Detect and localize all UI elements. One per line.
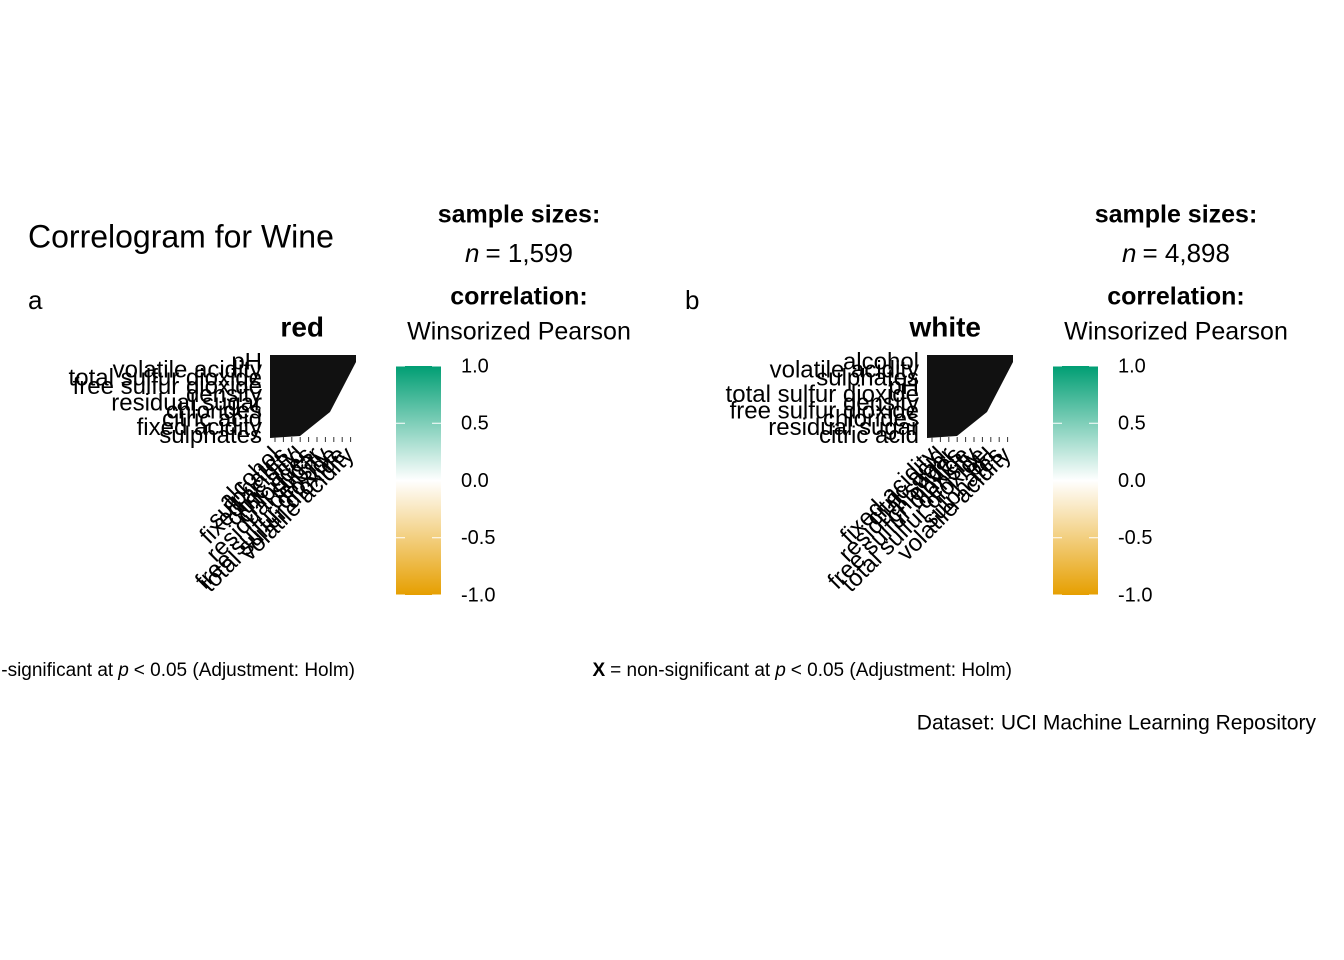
caption: Dataset: UCI Machine Learning Repository (917, 712, 1317, 735)
colorbar-tick-label: 0.5 (461, 413, 489, 435)
panel-tag: a (28, 285, 43, 315)
colorbar-tick-label: -0.5 (461, 527, 495, 549)
n-symbol: n (1122, 238, 1136, 268)
legend-title: correlation: (450, 283, 588, 311)
colorbar-tick-label: -1.0 (461, 584, 495, 606)
note-text: = non-significant at (0, 660, 114, 681)
y-axis-label: residual sugar (111, 389, 262, 416)
y-axis-label: free sulfur dioxide (730, 398, 919, 425)
n-value: = 4,898 (1142, 238, 1229, 268)
note-text: < 0.05 (Adjustment: Holm) (134, 660, 355, 681)
note-text: < 0.05 (Adjustment: Holm) (791, 660, 1012, 681)
y-axis-label: chlorides (166, 398, 262, 425)
y-axis-label: free sulfur dioxide (73, 373, 262, 400)
y-axis-label: pH (231, 348, 262, 375)
n-value: = 1,599 (485, 238, 572, 268)
panel-title: white (908, 311, 981, 342)
y-axis-label: volatile acidity (113, 357, 262, 384)
sample-sizes-title: sample sizes: (438, 201, 601, 229)
y-axis-label: pH (888, 373, 919, 400)
sample-size: n = 1,599 (465, 238, 573, 268)
y-axis-label: sulphates (159, 422, 262, 449)
y-axis-label: citric acid (819, 422, 919, 449)
sample-sizes-title: sample sizes: (1095, 201, 1258, 229)
chart-title: Correlogram for Wine (28, 218, 334, 254)
y-axis-label: density (843, 389, 919, 416)
y-axis-label: residual sugar (768, 414, 919, 441)
y-axis-label: fixed acidity (137, 414, 262, 441)
note-p: p (774, 660, 786, 681)
tile-area (270, 355, 356, 438)
colorbar-tick-label: 0.5 (1118, 413, 1146, 435)
colorbar-tick-label: -1.0 (1118, 584, 1152, 606)
colorbar-tick-label: -0.5 (1118, 527, 1152, 549)
y-axis-label: volatile acidity (770, 357, 919, 384)
y-axis-label: alcohol (843, 348, 919, 375)
note-text: = non-significant at (610, 660, 771, 681)
y-axis-label: sulphates (816, 365, 919, 392)
legend-subtitle: Winsorized Pearson (407, 318, 631, 346)
y-axis-label: density (186, 381, 262, 408)
sample-size: n = 4,898 (1122, 238, 1230, 268)
significance-note: X= non-significant atp< 0.05 (Adjustment… (0, 660, 355, 681)
panel-tag: b (685, 285, 699, 315)
y-axis-label: chlorides (823, 406, 919, 433)
note-symbol: X (592, 660, 605, 681)
colorbar-tick-label: 0.0 (461, 470, 489, 492)
colorbar-tick-label: 0.0 (1118, 470, 1146, 492)
colorbar-tick-label: 1.0 (461, 355, 489, 377)
legend-subtitle: Winsorized Pearson (1064, 318, 1288, 346)
y-axis-label: citric acid (162, 406, 262, 433)
panel-title: red (280, 311, 324, 342)
note-p: p (117, 660, 129, 681)
y-axis-label: total sulfur dioxide (69, 365, 262, 392)
y-axis-label: total sulfur dioxide (726, 381, 919, 408)
colorbar-tick-label: 1.0 (1118, 355, 1146, 377)
legend-title: correlation: (1107, 283, 1245, 311)
n-symbol: n (465, 238, 479, 268)
tile-area (927, 355, 1013, 438)
